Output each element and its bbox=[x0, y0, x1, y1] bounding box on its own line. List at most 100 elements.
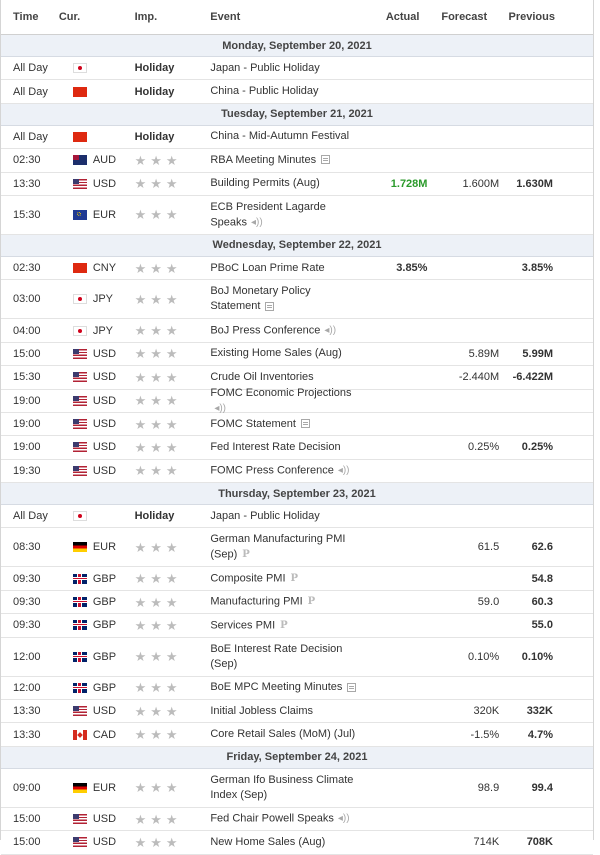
header-importance[interactable]: Imp. bbox=[134, 11, 158, 23]
event-name-cell[interactable]: BoJ Press Conference ◂)) bbox=[198, 323, 363, 338]
event-name-cell[interactable]: Manufacturing PMI P bbox=[198, 594, 363, 609]
event-row[interactable]: 03:00 JPY ★ ★ ★ BoJ Monetary Policy Statement bbox=[1, 280, 593, 320]
document-icon[interactable] bbox=[321, 155, 331, 165]
event-name-cell[interactable]: BoJ Monetary Policy Statement bbox=[198, 284, 363, 314]
event-name-cell[interactable]: FOMC Statement bbox=[198, 417, 363, 432]
event-row[interactable]: 09:30 GBP ★ ★ ★ Composite PMI P 54.8 bbox=[1, 567, 593, 591]
event-name[interactable]: German Manufacturing PMI (Sep) bbox=[210, 533, 346, 561]
event-name[interactable]: PBoC Loan Prime Rate bbox=[210, 261, 325, 274]
document-icon[interactable] bbox=[347, 682, 357, 692]
header-time[interactable]: Time bbox=[13, 11, 39, 23]
event-name-cell[interactable]: RBA Meeting Minutes bbox=[198, 153, 363, 168]
event-name[interactable]: Composite PMI bbox=[210, 572, 286, 585]
event-name[interactable]: Core Retail Sales (MoM) (Jul) bbox=[210, 728, 356, 741]
event-name[interactable]: FOMC Statement bbox=[210, 417, 296, 430]
event-row[interactable]: 19:30 USD ★ ★ ★ FOMC Press Conference ◂)) bbox=[1, 460, 593, 484]
event-name[interactable]: China - Public Holiday bbox=[210, 85, 319, 98]
event-name[interactable]: FOMC Press Conference bbox=[210, 464, 334, 477]
event-name-cell[interactable]: China - Public Holiday bbox=[198, 84, 363, 99]
event-row[interactable]: 08:30 EUR ★ ★ ★ German Manufacturing PMI (Sep… bbox=[1, 528, 593, 568]
event-name-cell[interactable]: FOMC Economic Projections ◂)) bbox=[198, 386, 363, 416]
header-forecast[interactable]: Forecast bbox=[441, 11, 488, 23]
event-name-cell[interactable]: BoE MPC Meeting Minutes bbox=[198, 680, 363, 695]
event-name-cell[interactable]: ECB President Lagarde Speaks ◂)) bbox=[198, 200, 363, 230]
event-time: 15:30 bbox=[13, 208, 41, 221]
event-name[interactable]: Building Permits (Aug) bbox=[210, 177, 320, 190]
event-name[interactable]: China - Mid-Autumn Festival bbox=[210, 130, 350, 143]
event-name-cell[interactable]: Building Permits (Aug) bbox=[198, 176, 363, 191]
event-name[interactable]: Japan - Public Holiday bbox=[210, 61, 320, 74]
event-name-cell[interactable]: Fed Interest Rate Decision bbox=[198, 440, 363, 455]
event-name-cell[interactable]: German Manufacturing PMI (Sep) P bbox=[198, 532, 363, 562]
event-name[interactable]: Existing Home Sales (Aug) bbox=[210, 347, 342, 360]
event-name[interactable]: BoJ Monetary Policy Statement bbox=[210, 285, 311, 313]
event-row[interactable]: All Day Holiday Japan - Public Holiday bbox=[1, 57, 593, 81]
document-icon[interactable] bbox=[265, 301, 275, 311]
event-name-cell[interactable]: Crude Oil Inventories bbox=[198, 370, 363, 385]
event-row[interactable]: 09:30 GBP ★ ★ ★ Services PMI P 55.0 bbox=[1, 614, 593, 638]
speaker-icon[interactable]: ◂)) bbox=[251, 216, 263, 228]
event-name[interactable]: Fed Interest Rate Decision bbox=[210, 440, 341, 453]
event-name[interactable]: ECB President Lagarde Speaks bbox=[210, 200, 326, 229]
event-name-cell[interactable]: Core Retail Sales (MoM) (Jul) bbox=[198, 727, 363, 742]
event-row[interactable]: 12:00 GBP ★ ★ ★ BoE Interest Rate Decision (S… bbox=[1, 638, 593, 677]
event-row[interactable]: All Day Holiday China - Public Holiday bbox=[1, 80, 593, 104]
document-icon[interactable] bbox=[300, 419, 310, 429]
event-name[interactable]: RBA Meeting Minutes bbox=[210, 153, 317, 166]
event-row[interactable]: 15:00 USD ★ ★ ★ Existing Home Sales (Aug) 5.89… bbox=[1, 343, 593, 367]
event-row[interactable]: 09:30 GBP ★ ★ ★ Manufacturing PMI P 59.0 60.3 bbox=[1, 591, 593, 615]
event-name-cell[interactable]: China - Mid-Autumn Festival bbox=[198, 129, 363, 144]
event-name-cell[interactable]: BoE Interest Rate Decision (Sep) bbox=[198, 642, 363, 672]
event-row[interactable]: 15:30 USD ★ ★ ★ Crude Oil Inventories -2.440M -… bbox=[1, 366, 593, 390]
speaker-icon[interactable]: ◂)) bbox=[324, 324, 337, 336]
event-name[interactable]: Services PMI bbox=[210, 619, 276, 632]
event-name[interactable]: BoE Interest Rate Decision (Sep) bbox=[210, 642, 343, 670]
event-name-cell[interactable]: Initial Jobless Claims bbox=[198, 704, 363, 719]
event-name[interactable]: BoE MPC Meeting Minutes bbox=[210, 681, 343, 694]
event-name-cell[interactable]: Japan - Public Holiday bbox=[198, 509, 363, 524]
speaker-icon[interactable]: ◂)) bbox=[337, 465, 350, 477]
event-row[interactable]: 19:00 USD ★ ★ ★ FOMC Economic Projections◂)) bbox=[1, 387, 593, 414]
event-name[interactable]: BoJ Press Conference bbox=[210, 324, 321, 337]
event-row[interactable]: 12:00 GBP ★ ★ ★ BoE MPC Meeting Minutes bbox=[1, 677, 593, 701]
event-name-cell[interactable]: PBoC Loan Prime Rate bbox=[198, 261, 363, 276]
speaker-icon[interactable]: ◂)) bbox=[214, 402, 227, 414]
event-row[interactable]: 15:00 USD ★ ★ ★ New Home Sales (Aug) 714K 708K bbox=[1, 831, 593, 855]
event-row[interactable]: 02:30 AUD ★ ★ ★ RBA Meeting Minutes bbox=[1, 149, 593, 173]
event-name[interactable]: Crude Oil Inventories bbox=[210, 370, 314, 383]
event-name[interactable]: New Home Sales (Aug) bbox=[210, 835, 326, 848]
event-name[interactable]: Initial Jobless Claims bbox=[210, 704, 314, 717]
event-row[interactable]: 13:30 CAD ★ ★ ★ Core Retail Sales (MoM) (Jul)… bbox=[1, 723, 593, 747]
event-name-cell[interactable]: New Home Sales (Aug) bbox=[198, 835, 363, 850]
event-name[interactable]: Japan - Public Holiday bbox=[210, 509, 320, 522]
event-row[interactable]: 19:00 USD ★ ★ ★ FOMC Statement bbox=[1, 413, 593, 437]
event-name[interactable]: Manufacturing PMI bbox=[210, 595, 303, 608]
event-row[interactable]: 13:30 USD ★ ★ ★ Building Permits (Aug) 1.728M 1… bbox=[1, 173, 593, 196]
event-name-cell[interactable]: Existing Home Sales (Aug) bbox=[198, 346, 363, 361]
header-actual[interactable]: Actual bbox=[385, 11, 420, 23]
event-row[interactable]: 15:30 EUR ★ ★ ★ ECB President Lagarde Speaks ◂… bbox=[1, 196, 593, 235]
event-name[interactable]: Fed Chair Powell Speaks bbox=[210, 812, 334, 825]
event-row[interactable]: 15:00 USD ★ ★ ★ Fed Chair Powell Speaks ◂)) bbox=[1, 808, 593, 832]
event-name-cell[interactable]: FOMC Press Conference ◂)) bbox=[198, 463, 363, 478]
event-name-cell[interactable]: Fed Chair Powell Speaks ◂)) bbox=[198, 811, 363, 826]
importance-star-icon: ★ bbox=[150, 463, 162, 479]
event-name-cell[interactable]: Services PMI P bbox=[198, 618, 363, 633]
event-name-cell[interactable]: German Ifo Business Climate Index (Sep) bbox=[198, 773, 363, 803]
header-currency[interactable]: Cur. bbox=[58, 11, 81, 23]
event-row[interactable]: All Day Holiday Japan - Public Holiday bbox=[1, 505, 593, 529]
header-event[interactable]: Event bbox=[210, 10, 241, 23]
event-name-cell[interactable]: Japan - Public Holiday bbox=[198, 61, 363, 76]
event-row[interactable]: 04:00 JPY ★ ★ ★ BoJ Press Conference ◂)) bbox=[1, 319, 593, 343]
event-name[interactable]: FOMC Economic Projections bbox=[210, 386, 352, 399]
header-previous[interactable]: Previous bbox=[508, 11, 555, 23]
event-row[interactable]: 02:30 CNY ★ ★ ★ PBoC Loan Prime Rate 3.85% 3.85… bbox=[1, 257, 593, 281]
event-name[interactable]: German Ifo Business Climate Index (Sep) bbox=[210, 773, 354, 801]
event-row[interactable]: 09:00 EUR ★ ★ ★ German Ifo Business Climate I… bbox=[1, 769, 593, 808]
speaker-icon[interactable]: ◂)) bbox=[337, 813, 350, 825]
event-row[interactable]: All Day Holiday China - Mid-Autumn Festiva… bbox=[1, 126, 593, 150]
event-name-cell[interactable]: Composite PMI P bbox=[198, 571, 363, 586]
event-row[interactable]: 19:00 USD ★ ★ ★ Fed Interest Rate Decision 0.2… bbox=[1, 436, 593, 460]
event-row[interactable]: 13:30 USD ★ ★ ★ Initial Jobless Claims 320K 332… bbox=[1, 700, 593, 724]
event-time: All Day bbox=[13, 130, 48, 143]
